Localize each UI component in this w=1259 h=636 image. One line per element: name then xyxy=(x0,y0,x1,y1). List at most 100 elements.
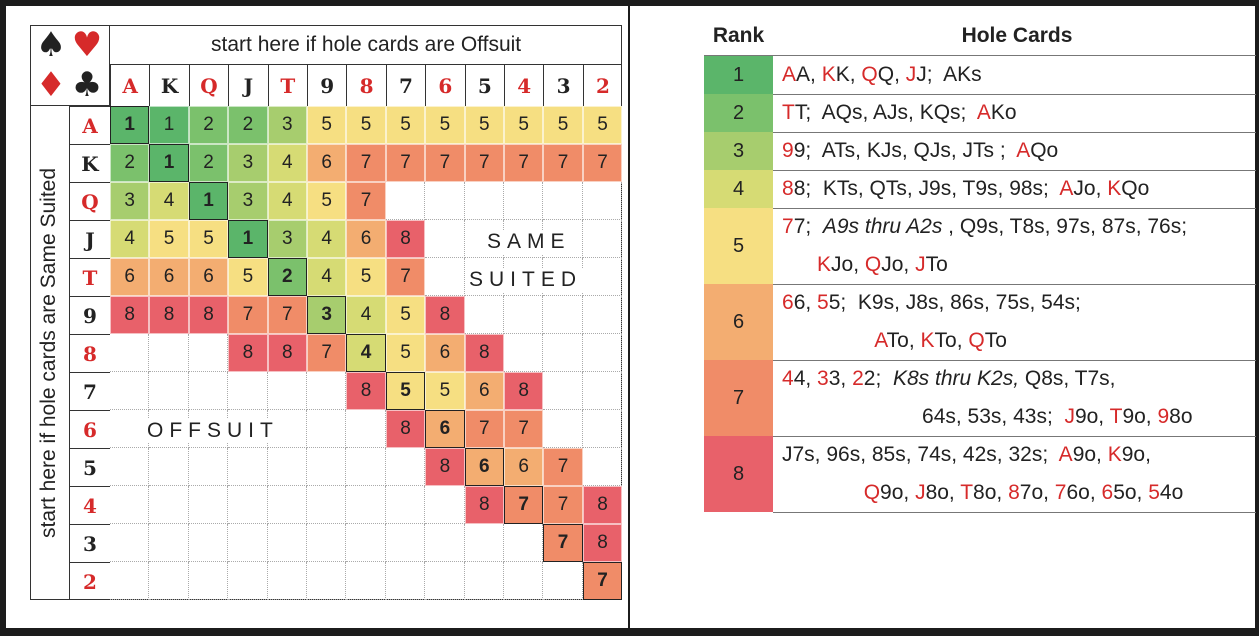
empty-cell xyxy=(582,182,623,220)
empty-cell xyxy=(228,562,268,600)
club-icon: ♣ xyxy=(71,65,103,105)
row-rank-K: K xyxy=(70,144,110,182)
empty-cell xyxy=(425,258,465,296)
hole-cards-text: 5o, xyxy=(1113,481,1149,504)
hole-cards-text: 5 xyxy=(817,291,829,314)
hole-cards-text: A9s thru A2s xyxy=(822,215,943,238)
hole-cards-text: 9 xyxy=(1157,405,1170,428)
col-rank-7: 7 xyxy=(385,65,425,106)
empty-cell xyxy=(110,486,150,524)
hand-cell: 7 xyxy=(228,296,268,334)
col-rank-6: 6 xyxy=(425,65,464,106)
hand-cell: 7 xyxy=(464,144,504,182)
empty-cell xyxy=(385,562,426,600)
hole-cards-text: A xyxy=(1058,443,1073,466)
empty-cell xyxy=(346,448,386,486)
col-rank-J: J xyxy=(228,65,267,106)
hand-cell: 8 xyxy=(228,334,268,372)
empty-cell xyxy=(582,448,623,486)
hole-cards-text: K xyxy=(920,329,935,352)
rank-cell-7: 7 xyxy=(704,360,773,436)
hole-cards-text: 9o, xyxy=(1121,443,1151,466)
hole-cards-text: K xyxy=(817,253,832,276)
empty-cell xyxy=(267,524,307,562)
spade-icon: ♠ xyxy=(35,25,67,65)
empty-cell xyxy=(543,182,583,220)
hand-cell: 4 xyxy=(110,220,150,258)
empty-cell xyxy=(110,410,150,448)
empty-cell xyxy=(385,182,426,220)
hand-cell: 6 xyxy=(425,334,465,372)
hand-cell: 4 xyxy=(307,220,347,258)
row-divider xyxy=(773,512,1256,513)
hole-cards-text: Q, xyxy=(877,63,906,86)
empty-cell xyxy=(543,220,583,258)
hand-cell: 8 xyxy=(582,486,623,524)
hole-cards-text: 5 xyxy=(1148,481,1160,504)
hole-cards-text: 7 xyxy=(1054,481,1067,504)
empty-cell xyxy=(464,296,504,334)
empty-cell xyxy=(188,486,229,524)
empty-cell xyxy=(307,486,347,524)
row-rank-9: 9 xyxy=(70,296,110,334)
hand-cell: 7 xyxy=(307,334,347,372)
empty-cell xyxy=(385,524,426,562)
hand-cell: 5 xyxy=(504,106,544,144)
hand-cell: 8 xyxy=(504,372,544,410)
hand-cell: 8 xyxy=(425,296,465,334)
empty-cell xyxy=(582,296,623,334)
empty-cell xyxy=(110,334,150,372)
hand-cell: 8 xyxy=(267,334,307,372)
empty-cell xyxy=(425,182,465,220)
hole-cards-text: 9 xyxy=(782,139,794,162)
hole-cards-cell: J7s, 96s, 85s, 74s, 42s, 32s; A9o, K9o, … xyxy=(782,436,1252,512)
empty-cell xyxy=(346,410,386,448)
hand-cell: 6 xyxy=(307,144,347,182)
hand-cell: 7 xyxy=(504,486,544,524)
empty-cell xyxy=(307,372,347,410)
hole-cards-text: To, xyxy=(934,329,969,352)
hole-cards-text: 2 xyxy=(852,367,864,390)
empty-cell xyxy=(385,486,426,524)
hole-cards-text: A xyxy=(1059,177,1074,200)
hole-cards-text: 8o, xyxy=(973,481,1009,504)
hand-grid: ♠ ♥ ♦ ♣ start here if hole cards are Offsuit… xyxy=(30,25,627,604)
empty-cell xyxy=(543,334,583,372)
hand-cell: 5 xyxy=(149,220,189,258)
hole-cards-text: 7o, xyxy=(1019,481,1055,504)
empty-cell xyxy=(307,562,347,600)
hand-cell: 8 xyxy=(149,296,189,334)
hole-cards-text: Jo, xyxy=(881,253,916,276)
row-divider xyxy=(773,284,1256,285)
hand-cell: 3 xyxy=(307,296,347,334)
hole-cards-text: 4o xyxy=(1159,481,1184,504)
hand-cell: 6 xyxy=(149,258,189,296)
same-label: SAME xyxy=(485,230,573,254)
empty-cell xyxy=(425,220,465,258)
row-divider xyxy=(773,360,1256,361)
hole-cards-text: 9; ATs, KJs, QJs, JTs ; xyxy=(793,139,1017,162)
hole-cards-cell: 77; A9s thru A2s , Q9s, T8s, 97s, 87s, 7… xyxy=(782,208,1252,284)
hole-cards-text: 9o, xyxy=(880,481,916,504)
offsuit-header: start here if hole cards are Offsuit xyxy=(110,25,623,65)
hole-cards-text: Q8s, T7s, xyxy=(1019,367,1116,390)
cards-column-header: Hole Cards xyxy=(961,24,1073,47)
row-divider xyxy=(773,132,1256,133)
hand-cell: 7 xyxy=(504,410,544,448)
hand-cell: 5 xyxy=(425,106,465,144)
hand-cell: 4 xyxy=(267,182,307,220)
hand-cell: 7 xyxy=(582,144,623,182)
row-rank-A: A xyxy=(70,106,110,144)
empty-cell xyxy=(110,524,150,562)
empty-cell xyxy=(228,372,268,410)
empty-cell xyxy=(228,486,268,524)
hole-cards-text: 3, xyxy=(828,367,853,390)
hand-cell: 1 xyxy=(110,106,150,144)
hand-cell: 8 xyxy=(464,334,504,372)
hole-cards-line: 99; ATs, KJs, QJs, JTs ; AQo xyxy=(782,132,1252,170)
hand-cell: 5 xyxy=(464,106,504,144)
empty-cell xyxy=(543,562,583,600)
hole-cards-text: Q xyxy=(861,63,878,86)
hand-cell: 7 xyxy=(504,144,544,182)
empty-cell xyxy=(582,410,623,448)
